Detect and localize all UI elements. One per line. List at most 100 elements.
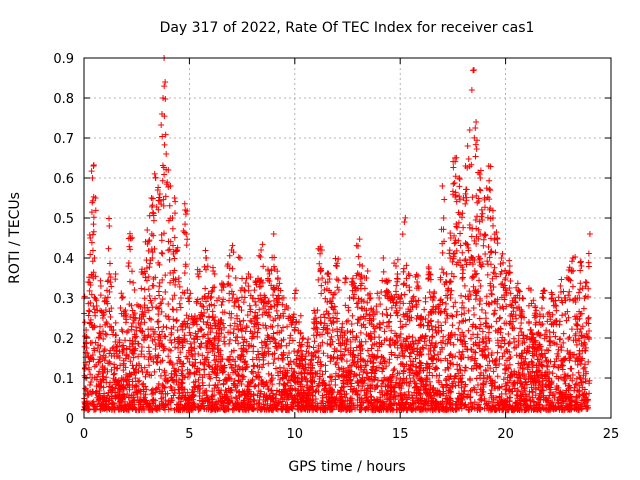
data-point — [334, 284, 341, 291]
data-point — [459, 275, 466, 282]
data-point — [478, 306, 485, 313]
data-point — [458, 379, 465, 386]
data-point — [467, 259, 474, 266]
data-point — [243, 364, 250, 371]
data-point — [485, 243, 492, 250]
data-point — [236, 304, 243, 311]
data-point — [418, 351, 425, 358]
data-point — [86, 358, 93, 365]
data-point — [229, 242, 236, 249]
data-point — [176, 283, 183, 290]
data-point — [536, 341, 543, 348]
data-point — [582, 368, 589, 375]
data-point — [476, 315, 483, 322]
data-point — [400, 353, 407, 360]
data-point — [166, 246, 173, 253]
data-point — [315, 342, 322, 349]
data-point — [411, 379, 418, 386]
data-point — [477, 187, 484, 194]
data-point — [422, 332, 429, 339]
data-point — [324, 269, 331, 276]
data-point — [155, 311, 162, 318]
data-point — [295, 370, 302, 377]
data-point — [462, 200, 469, 207]
data-point — [507, 353, 514, 360]
data-point — [271, 350, 278, 357]
data-point — [447, 291, 454, 298]
data-point — [472, 271, 479, 278]
data-point — [545, 347, 552, 354]
data-point — [560, 330, 567, 337]
data-point — [366, 376, 373, 383]
data-point — [300, 365, 307, 372]
data-point — [568, 326, 575, 333]
data-point — [559, 366, 566, 373]
data-point — [332, 382, 339, 389]
data-point — [142, 238, 149, 245]
data-point — [457, 367, 464, 374]
data-point — [107, 313, 114, 320]
data-point — [492, 327, 499, 334]
data-point — [489, 207, 496, 214]
data-point — [459, 378, 466, 385]
data-point — [270, 335, 277, 342]
data-point — [565, 393, 572, 400]
data-point — [460, 224, 467, 231]
data-point — [486, 358, 493, 365]
data-point — [458, 311, 465, 318]
data-point — [86, 308, 93, 315]
data-point — [326, 381, 333, 388]
data-point — [581, 334, 588, 341]
data-point — [106, 215, 113, 222]
data-point — [477, 386, 484, 393]
data-point — [164, 179, 171, 186]
data-point — [250, 370, 257, 377]
data-point — [402, 310, 409, 317]
data-point — [566, 264, 573, 271]
data-point — [489, 357, 496, 364]
data-point — [537, 322, 544, 329]
data-point — [363, 331, 370, 338]
data-point — [392, 288, 399, 295]
data-point — [453, 223, 460, 230]
data-point — [227, 282, 234, 289]
data-point — [92, 389, 99, 396]
data-point — [321, 314, 328, 321]
data-point — [347, 338, 354, 345]
data-point — [468, 253, 475, 260]
data-point — [255, 295, 262, 302]
data-point — [429, 372, 436, 379]
data-point — [204, 402, 211, 409]
data-point — [499, 353, 506, 360]
data-point — [392, 339, 399, 346]
data-point — [270, 263, 277, 270]
data-point — [469, 261, 476, 268]
data-point — [441, 196, 448, 203]
data-point — [343, 358, 350, 365]
data-point — [96, 356, 103, 363]
data-point — [235, 340, 242, 347]
data-point — [236, 378, 243, 385]
data-point — [581, 347, 588, 354]
data-point — [561, 377, 568, 384]
data-point — [176, 395, 183, 402]
data-point — [474, 213, 481, 220]
data-point — [315, 388, 322, 395]
data-point — [145, 273, 152, 280]
data-point — [228, 376, 235, 383]
data-point — [200, 303, 207, 310]
data-point — [484, 271, 491, 278]
data-point — [405, 388, 412, 395]
data-point — [528, 336, 535, 343]
data-point — [259, 241, 266, 248]
data-point — [281, 381, 288, 388]
data-point — [104, 294, 111, 301]
data-point — [120, 357, 127, 364]
data-point — [113, 332, 120, 339]
data-point — [413, 315, 420, 322]
data-point — [546, 309, 553, 316]
data-point — [447, 230, 454, 237]
data-point — [495, 399, 502, 406]
data-point — [547, 389, 554, 396]
data-point — [370, 323, 377, 330]
